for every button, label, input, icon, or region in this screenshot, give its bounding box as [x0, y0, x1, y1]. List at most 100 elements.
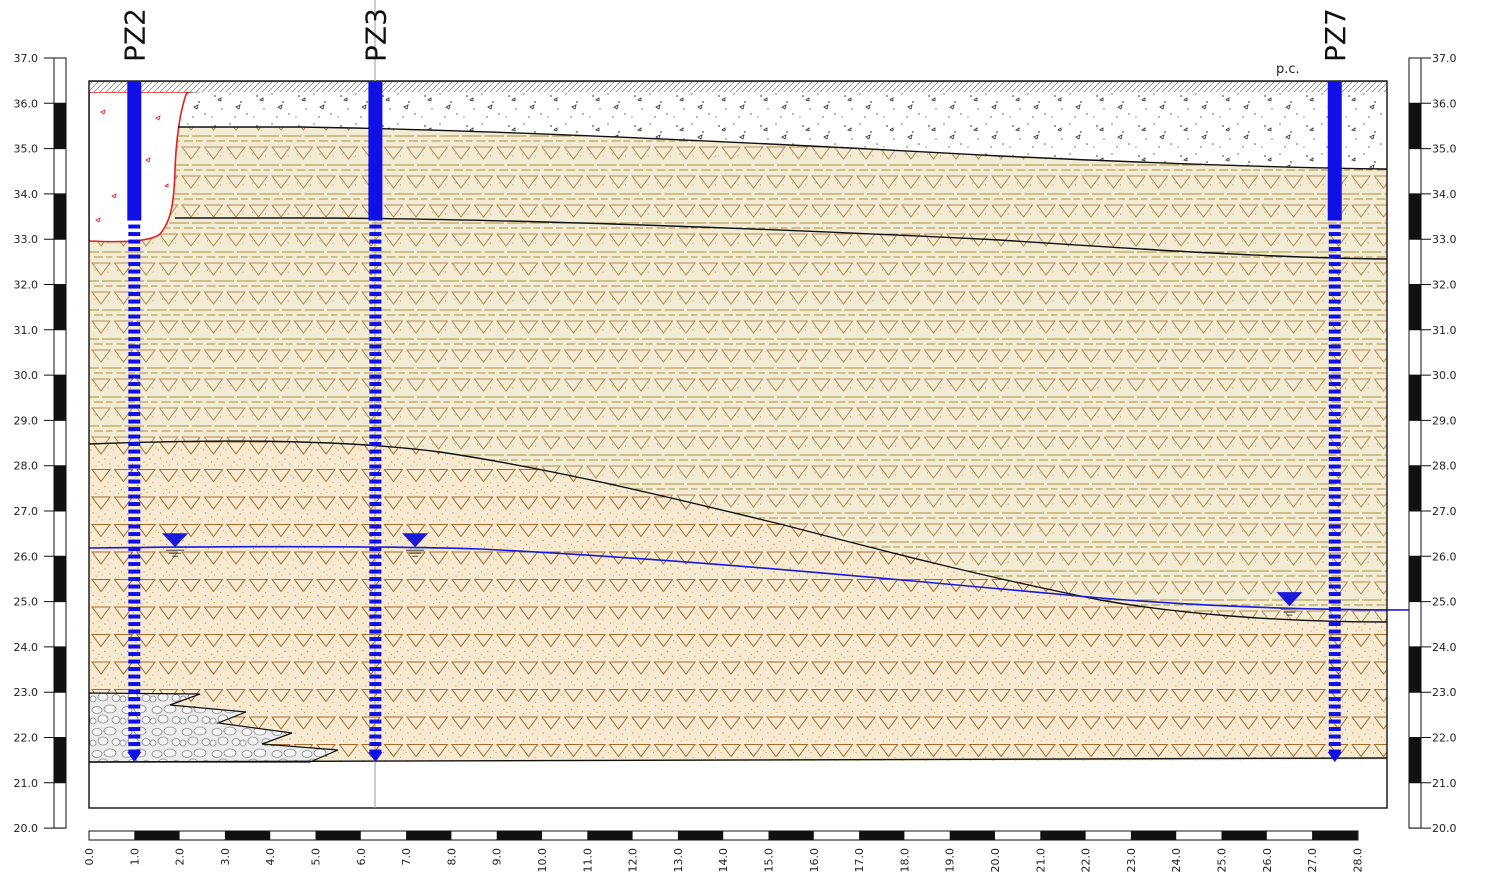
screen-section: [369, 224, 382, 754]
screen-section: [128, 224, 141, 754]
scale-segment: [1409, 193, 1421, 240]
elevation-tick-label: 28.0: [14, 460, 39, 473]
elevation-tick-label: 27.0: [1432, 505, 1457, 518]
distance-tick-label: 26.0: [1261, 848, 1274, 873]
distance-tick-label: 5.0: [310, 848, 323, 866]
distance-tick-label: 2.0: [174, 848, 187, 866]
elevation-tick-label: 28.0: [1432, 460, 1457, 473]
elevation-tick-label: 25.0: [14, 596, 39, 609]
elevation-tick-label: 30.0: [14, 369, 39, 382]
distance-tick-label: 15.0: [763, 848, 776, 873]
water-level-symbol: [1276, 592, 1303, 616]
elevation-tick-label: 35.0: [1432, 143, 1457, 156]
piezometer-label: PZ2: [118, 8, 151, 62]
elevation-tick-label: 32.0: [1432, 279, 1457, 292]
piezometer-tip: [368, 752, 383, 763]
distance-tick-label: 21.0: [1034, 848, 1047, 873]
scale-segment: [859, 831, 905, 840]
scale-segment: [54, 193, 66, 240]
scale-segment: [54, 375, 66, 421]
water-level-markers: [162, 533, 1303, 616]
elevation-tick-label: 27.0: [14, 505, 39, 518]
distance-tick-label: 24.0: [1170, 848, 1183, 873]
distance-tick-label: 6.0: [355, 848, 368, 866]
distance-tick-label: 14.0: [717, 848, 730, 873]
elevation-tick-label: 26.0: [1432, 550, 1457, 563]
elevation-tick-label: 20.0: [1432, 822, 1457, 835]
elevation-tick-label: 22.0: [14, 732, 39, 745]
scale-segment: [1040, 831, 1086, 840]
elevation-tick-label: 22.0: [1432, 732, 1457, 745]
scale-segment: [1130, 831, 1177, 840]
distance-tick-label: 10.0: [536, 848, 549, 873]
blind-casing: [368, 81, 383, 221]
scale-segment: [54, 465, 66, 511]
scale-segment: [1409, 284, 1421, 330]
scale-segment: [1409, 465, 1421, 511]
distance-scale: 0.0 1.0 2.0 3.0 4.0 5.0 6.0 7.0 8.0 9.0 10.0 11.0 12…: [83, 830, 1364, 873]
distance-tick-label: 12.0: [627, 848, 640, 873]
scale-segment: [949, 831, 995, 840]
scale-segment: [1221, 831, 1267, 840]
distance-tick-label: 23.0: [1125, 848, 1138, 873]
blind-casing: [1327, 81, 1342, 221]
piezometers: PZ2 PZ3 PZ7: [118, 8, 1352, 763]
scale-segment: [315, 831, 361, 840]
elevation-tick-label: 30.0: [1432, 369, 1457, 382]
distance-tick-label: 22.0: [1080, 848, 1093, 873]
elevation-tick-label: 25.0: [1432, 596, 1457, 609]
scale-segment: [54, 737, 66, 783]
left-elevation-scale: 37.0 36.0 35.0 34.0 33.0 32.0 31.0 30.0 29.0 28.0…: [14, 52, 67, 835]
piezometer-pz7: PZ7: [1319, 8, 1352, 763]
elevation-tick-label: 26.0: [14, 550, 39, 563]
distance-tick-label: 9.0: [491, 848, 504, 866]
screen-section: [1328, 224, 1341, 754]
water-level-symbol: [402, 533, 429, 557]
section-frame: [88, 80, 1388, 809]
layer-silt-lower: [89, 218, 1387, 622]
scale-segment: [134, 831, 180, 840]
elevation-tick-label: 34.0: [1432, 188, 1457, 201]
distance-tick-label: 0.0: [83, 848, 96, 866]
scale-segment: [224, 831, 271, 840]
distance-tick-label: 4.0: [264, 848, 277, 866]
scale-segment: [1409, 646, 1421, 693]
elevation-tick-label: 31.0: [14, 324, 39, 337]
piezometer-label: PZ7: [1319, 8, 1352, 62]
distance-tick-label: 3.0: [219, 848, 232, 866]
distance-tick-label: 1.0: [128, 848, 141, 866]
elevation-tick-label: 20.0: [14, 822, 39, 835]
stratigraphy: [89, 81, 1387, 763]
piezometer-tip: [1327, 752, 1342, 763]
scale-segment: [54, 103, 66, 149]
distance-tick-label: 25.0: [1216, 848, 1229, 873]
piezometer-label: PZ3: [359, 8, 392, 62]
scale-segment: [1409, 103, 1421, 149]
elevation-tick-label: 37.0: [14, 52, 39, 65]
scale-segment: [54, 556, 66, 602]
layer-fill: [89, 86, 1387, 169]
elevation-tick-label: 34.0: [14, 188, 39, 201]
elevation-tick-label: 33.0: [14, 233, 39, 246]
elevation-tick-label: 21.0: [1432, 777, 1457, 790]
elevation-tick-label: 24.0: [1432, 641, 1457, 654]
scale-segment: [406, 831, 452, 840]
elevation-tick-label: 37.0: [1432, 52, 1457, 65]
elevation-tick-label: 33.0: [1432, 233, 1457, 246]
scale-segment: [677, 831, 724, 840]
distance-tick-label: 18.0: [898, 848, 911, 873]
water-level-symbol: [162, 533, 189, 557]
elevation-tick-label: 23.0: [14, 686, 39, 699]
distance-tick-label: 8.0: [445, 848, 458, 866]
water-table-line: [88, 545, 1411, 611]
elevation-tick-label: 31.0: [1432, 324, 1457, 337]
elevation-tick-label: 29.0: [1432, 414, 1457, 427]
ground-surface-label: p.c.: [1276, 62, 1300, 77]
distance-tick-label: 13.0: [672, 848, 685, 873]
scale-segment: [1409, 375, 1421, 421]
distance-tick-label: 28.0: [1351, 848, 1364, 873]
elevation-tick-label: 36.0: [14, 97, 39, 110]
distance-tick-label: 11.0: [581, 848, 594, 873]
scale-segment: [587, 831, 633, 840]
